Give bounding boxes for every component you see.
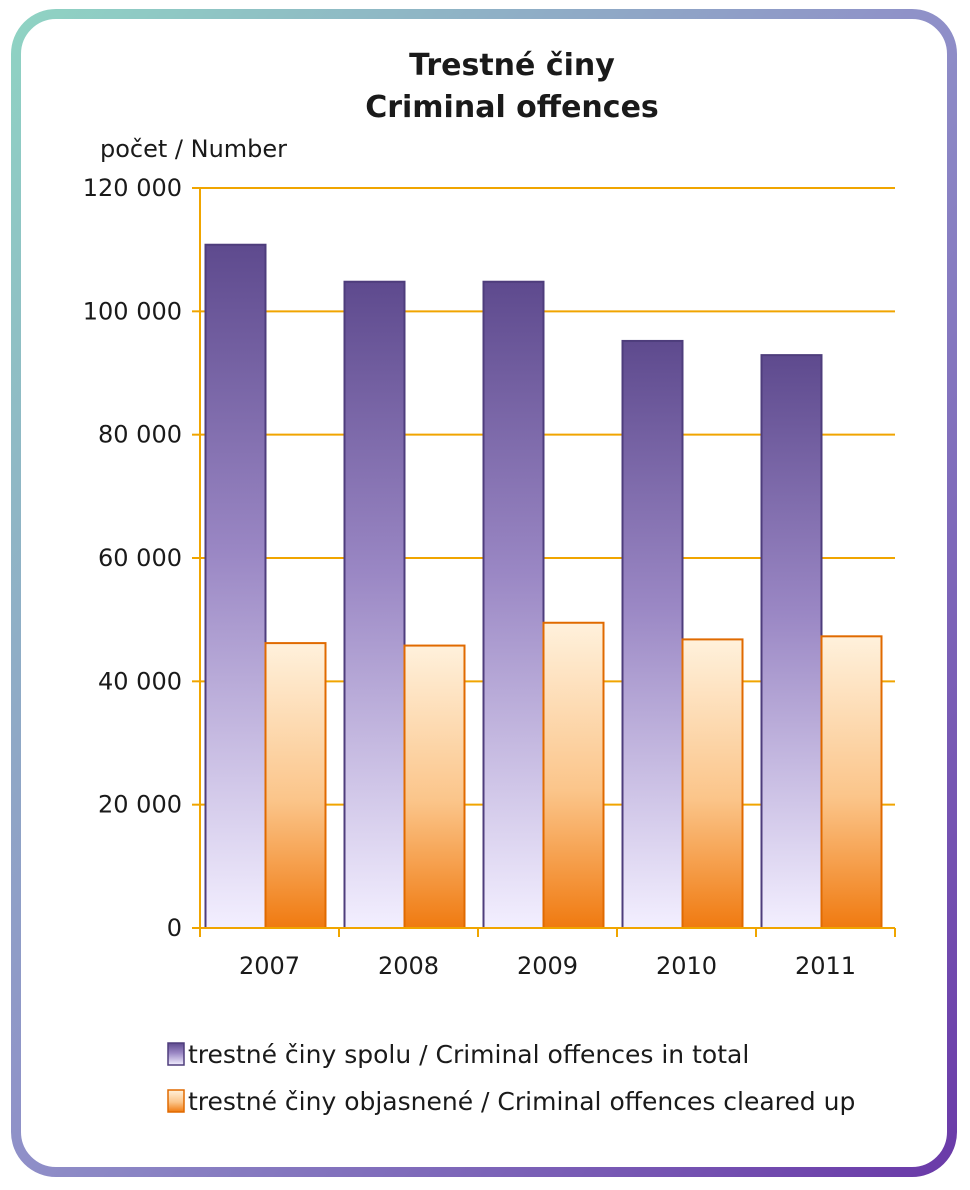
y-tick-label: 120 000 bbox=[83, 174, 182, 202]
y-tick-label: 100 000 bbox=[83, 297, 182, 325]
bar-cleared bbox=[264, 642, 327, 929]
bar-cleared bbox=[681, 638, 744, 930]
bar-cleared bbox=[403, 644, 466, 929]
y-tick-label: 40 000 bbox=[98, 667, 182, 695]
bar-cleared bbox=[820, 635, 883, 929]
y-tick-label: 20 000 bbox=[98, 791, 182, 819]
y-axis-unit-label: počet / Number bbox=[100, 135, 287, 163]
legend: trestné činy spolu / Criminal offences i… bbox=[167, 1040, 855, 1116]
legend-swatch bbox=[167, 1042, 185, 1066]
x-tick-label: 2010 bbox=[656, 952, 717, 980]
y-tick-label: 80 000 bbox=[98, 421, 182, 449]
legend-swatch bbox=[167, 1089, 185, 1113]
x-axis-ticks: 2007 2008 2009 2010 2011 bbox=[199, 928, 896, 980]
bar-total bbox=[343, 280, 406, 929]
x-tick-label: 2007 bbox=[239, 952, 300, 980]
bar-total bbox=[482, 280, 545, 929]
x-tick-label: 2011 bbox=[795, 952, 856, 980]
chart-title-line2: Criminal offences bbox=[365, 90, 659, 125]
x-tick-label: 2008 bbox=[378, 952, 439, 980]
y-tick-label: 60 000 bbox=[98, 544, 182, 572]
axes bbox=[199, 188, 895, 929]
legend-label: trestné činy objasnené / Criminal offenc… bbox=[188, 1087, 855, 1116]
bar-cleared bbox=[542, 621, 605, 929]
bar-total bbox=[621, 339, 684, 929]
x-tick-label: 2009 bbox=[517, 952, 578, 980]
bar-total bbox=[204, 243, 267, 929]
bar-total bbox=[760, 354, 823, 930]
y-axis-ticks: 0 20 000 40 000 60 000 80 000 100 000 120 000 bbox=[83, 174, 200, 942]
chart-title-line1: Trestné činy bbox=[409, 48, 615, 83]
y-tick-label: 0 bbox=[167, 914, 182, 942]
legend-label: trestné činy spolu / Criminal offences i… bbox=[188, 1040, 749, 1069]
